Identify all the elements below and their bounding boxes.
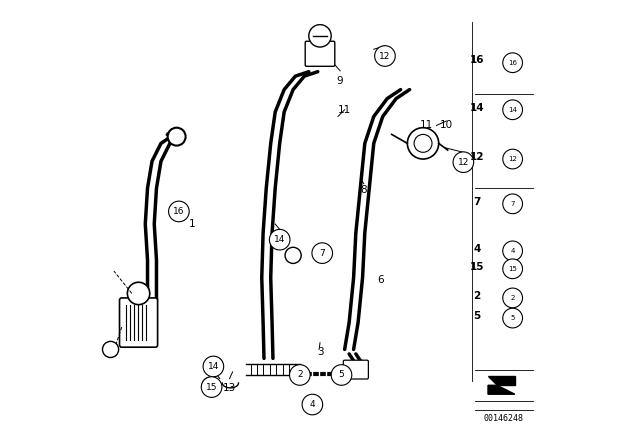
- Text: 7: 7: [510, 201, 515, 207]
- Text: 7: 7: [473, 197, 481, 207]
- Circle shape: [269, 229, 290, 250]
- Text: 5: 5: [339, 370, 344, 379]
- Circle shape: [285, 247, 301, 263]
- Text: 14: 14: [208, 362, 219, 371]
- Text: 16: 16: [173, 207, 184, 216]
- Circle shape: [127, 282, 150, 305]
- Circle shape: [171, 202, 187, 219]
- Circle shape: [203, 356, 224, 377]
- Text: 14: 14: [470, 103, 484, 112]
- Circle shape: [374, 46, 396, 66]
- Circle shape: [102, 341, 118, 358]
- Circle shape: [295, 367, 309, 381]
- Circle shape: [333, 367, 348, 381]
- FancyBboxPatch shape: [343, 360, 369, 379]
- Text: 2: 2: [297, 370, 303, 379]
- Text: 12: 12: [470, 152, 484, 162]
- Text: 2: 2: [473, 291, 481, 301]
- Text: 16: 16: [508, 60, 517, 66]
- Circle shape: [503, 149, 522, 169]
- Text: 12: 12: [508, 156, 517, 162]
- Circle shape: [201, 377, 222, 397]
- Text: 14: 14: [508, 107, 517, 113]
- Text: 4: 4: [473, 244, 481, 254]
- Circle shape: [453, 152, 474, 172]
- Circle shape: [503, 288, 522, 308]
- Circle shape: [302, 394, 323, 415]
- Circle shape: [202, 377, 218, 393]
- Circle shape: [503, 308, 522, 328]
- Text: 15: 15: [470, 262, 484, 271]
- Text: 14: 14: [274, 235, 285, 244]
- Circle shape: [168, 128, 186, 146]
- Text: 15: 15: [508, 266, 517, 272]
- Circle shape: [503, 53, 522, 73]
- Text: 12: 12: [380, 52, 390, 60]
- Text: 8: 8: [360, 185, 367, 195]
- Text: 00146248: 00146248: [484, 414, 524, 423]
- Text: 11: 11: [420, 121, 433, 130]
- Text: 4: 4: [310, 400, 315, 409]
- FancyBboxPatch shape: [305, 41, 335, 66]
- Circle shape: [503, 259, 522, 279]
- Text: 5: 5: [511, 315, 515, 321]
- Text: 13: 13: [223, 383, 236, 392]
- Circle shape: [414, 134, 432, 152]
- Circle shape: [503, 100, 522, 120]
- Text: 15: 15: [206, 383, 218, 392]
- Text: 6: 6: [377, 275, 384, 285]
- Text: 11: 11: [338, 105, 351, 115]
- Text: 4: 4: [511, 248, 515, 254]
- Circle shape: [407, 128, 439, 159]
- Polygon shape: [488, 385, 515, 394]
- Text: 2: 2: [511, 295, 515, 301]
- Text: 1: 1: [189, 219, 196, 229]
- Text: 3: 3: [317, 347, 323, 357]
- Circle shape: [503, 194, 522, 214]
- Circle shape: [289, 365, 310, 385]
- Text: 5: 5: [473, 311, 481, 321]
- Circle shape: [312, 243, 333, 263]
- Circle shape: [332, 365, 352, 385]
- Circle shape: [207, 357, 223, 373]
- Text: 7: 7: [319, 249, 325, 258]
- Circle shape: [503, 241, 522, 261]
- Text: 16: 16: [470, 56, 484, 65]
- Polygon shape: [488, 376, 515, 385]
- FancyBboxPatch shape: [120, 298, 157, 347]
- Circle shape: [168, 201, 189, 222]
- Text: 10: 10: [440, 121, 453, 130]
- Text: 9: 9: [337, 76, 344, 86]
- Text: 12: 12: [458, 158, 469, 167]
- Circle shape: [309, 25, 332, 47]
